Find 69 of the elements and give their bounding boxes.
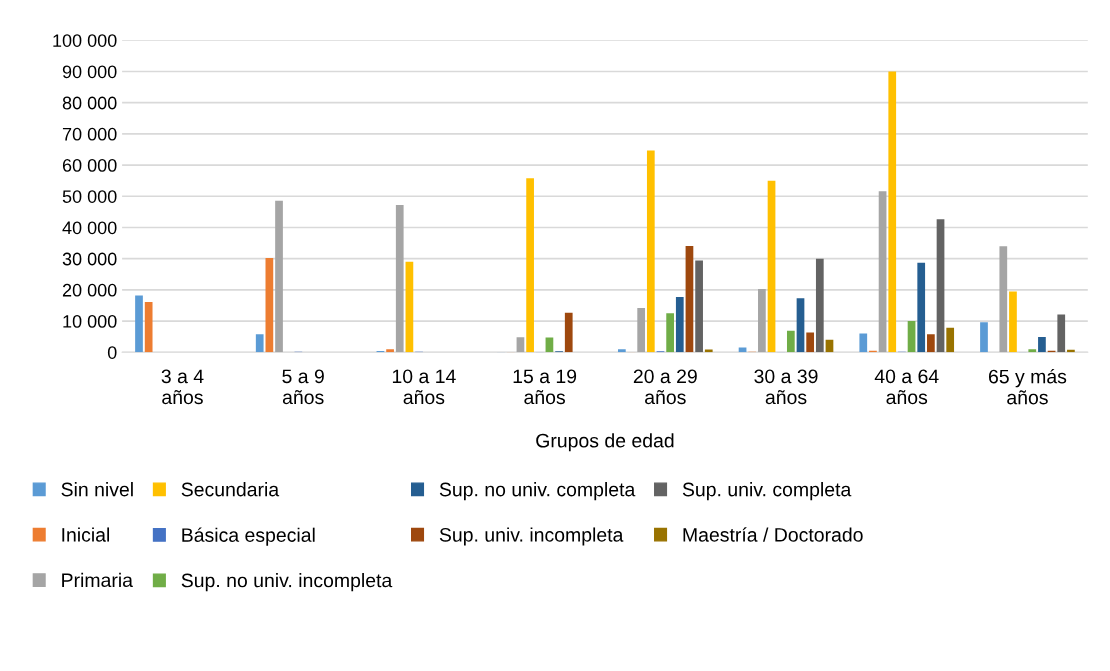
bar [144, 302, 153, 353]
legend-label: Sup. univ. completa [682, 482, 852, 501]
y-tick-label: 10 000 [63, 315, 117, 328]
x-tick-label: 65 y más años [988, 368, 1067, 405]
bar [386, 349, 394, 353]
bar [1028, 349, 1037, 353]
legend-label: Básica especial [182, 527, 315, 546]
legend-label: Maestría / Doctorado [683, 527, 863, 542]
bar [564, 312, 573, 353]
x-tick-label: 15 a 19 años [513, 369, 577, 405]
legend-label: Inicial [62, 527, 110, 542]
bar [135, 295, 143, 353]
legend-label: Sin nivel [61, 482, 133, 497]
x-tick-label: 3 a 4 años [161, 369, 204, 405]
legend-label: Sup. no univ. incompleta [181, 573, 393, 592]
bar [806, 332, 815, 353]
x-tick-label: 10 a 14 años [392, 369, 456, 405]
bar [637, 307, 646, 353]
bar [999, 246, 1008, 353]
y-tick-label: 50 000 [62, 190, 117, 203]
y-tick-label: 40 000 [62, 221, 117, 235]
bar [1009, 291, 1017, 353]
x-tick-label: 20 a 29 años [633, 369, 697, 405]
bar [516, 337, 525, 353]
bar [980, 322, 988, 353]
y-tick-label: 20 000 [62, 283, 117, 297]
bar [907, 321, 916, 353]
bar [265, 258, 274, 353]
legend-label: Sup. no univ. completa [439, 482, 636, 501]
y-tick-label: 80 000 [62, 96, 117, 110]
bar [796, 298, 805, 353]
y-tick-label: 0 [107, 346, 117, 359]
bar [767, 180, 776, 353]
bar [878, 191, 887, 353]
bar [617, 349, 626, 353]
bar [859, 333, 868, 353]
bar [255, 334, 264, 353]
bar [936, 219, 945, 353]
bar [946, 327, 955, 353]
bar [758, 288, 766, 353]
bar [395, 205, 404, 353]
legend-label: Primaria [62, 572, 133, 588]
bar [666, 313, 674, 353]
bar [405, 261, 414, 353]
y-tick-label: 100 000 [53, 34, 117, 47]
y-tick-label: 90 000 [62, 65, 117, 79]
legend-label: Secundaria [181, 482, 280, 497]
x-tick-label: 40 a 64 años [874, 369, 939, 405]
bar [1057, 314, 1066, 353]
bar [675, 297, 684, 353]
bar [888, 71, 897, 353]
bar [695, 260, 703, 353]
x-tick-label: 30 a 39 años [754, 369, 818, 405]
bar [927, 334, 935, 353]
bar [685, 245, 694, 353]
x-tick-label: 5 a 9 años [282, 369, 324, 405]
bar [786, 330, 795, 353]
bar [1038, 336, 1046, 353]
y-tick-label: 30 000 [62, 252, 117, 266]
x-axis-title: Grupos de edad [536, 433, 674, 452]
bar [646, 150, 655, 353]
bar [526, 178, 534, 353]
bar [917, 262, 926, 353]
bar [815, 258, 824, 353]
legend-label: Sup. univ. incompleta [439, 527, 624, 546]
bar [275, 200, 283, 353]
bar [704, 349, 713, 353]
y-tick-label: 60 000 [62, 159, 117, 172]
y-tick-label: 70 000 [62, 127, 117, 141]
